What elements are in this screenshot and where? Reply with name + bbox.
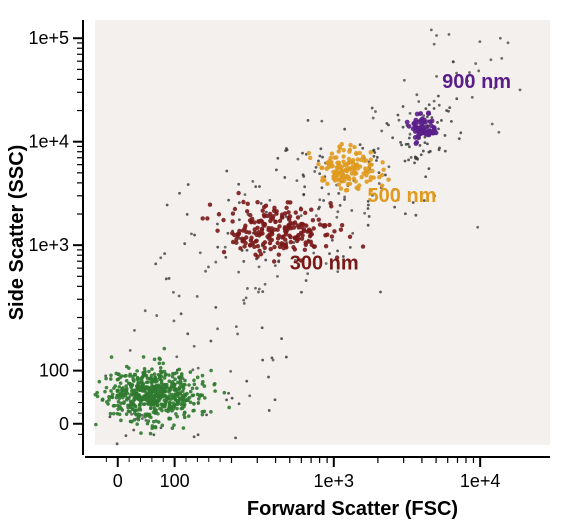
x-tick-label: 0	[113, 471, 123, 491]
x-tick-label: 100	[160, 471, 190, 491]
x-tick-label: 1e+4	[460, 471, 501, 491]
x-axis-label: Forward Scatter (FSC)	[247, 498, 458, 520]
y-tick-label: 1e+5	[28, 28, 69, 48]
y-tick-label: 100	[39, 361, 69, 381]
scatter-chart: 0 100 1e+3 1e+4 0 100 1e+3 1e+4 1e+5 Forward Scat…	[0, 0, 572, 532]
y-axis-label: Side Scatter (SSC)	[6, 145, 28, 321]
cluster-label-300nm: 300 nm	[290, 253, 359, 275]
chart-svg: 0 100 1e+3 1e+4 0 100 1e+3 1e+4 1e+5 Forward Scat…	[0, 0, 572, 532]
x-tick-label: 1e+3	[314, 471, 355, 491]
cluster-label-500nm: 500 nm	[368, 185, 437, 207]
y-tick-label: 0	[59, 414, 69, 434]
y-tick-label: 1e+4	[28, 132, 69, 152]
cluster-label-900nm: 900 nm	[442, 71, 511, 93]
y-tick-label: 1e+3	[28, 235, 69, 255]
